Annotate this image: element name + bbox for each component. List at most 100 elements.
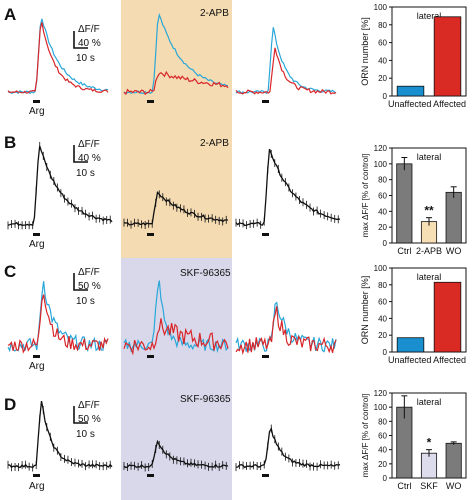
category-label: SKF — [420, 481, 438, 491]
y-tick-label: 80 — [378, 417, 387, 426]
scale-time-c: 10 s — [76, 296, 95, 307]
category-label: Ctrl — [397, 246, 411, 256]
y-tick-label: 100 — [374, 160, 388, 169]
scale-bar-b: ΔF/F 40 % 10 s — [73, 139, 101, 179]
category-label: Affected — [433, 355, 466, 365]
drug-background-d — [121, 373, 232, 500]
drug-label-c: SKF-96365 — [180, 268, 231, 279]
chart-title: lateral — [417, 272, 442, 282]
y-tick-label: 100 — [374, 264, 388, 273]
y-tick-label: 60 — [378, 432, 387, 441]
y-tick-label: 40 — [378, 56, 387, 65]
y-tick-label: 80 — [378, 281, 387, 290]
scale-label-d: ΔF/F — [78, 400, 100, 411]
stimulus-marker-a3 — [262, 100, 269, 103]
scale-time-b: 10 s — [76, 168, 95, 179]
stimulus-marker-c1 — [33, 355, 40, 358]
y-tick-label: 120 — [374, 144, 388, 153]
trace-a3-blue — [235, 27, 337, 95]
scale-bar-a: ΔF/F 40 % 10 s — [73, 24, 101, 64]
y-axis-label: max ΔF/F [% of control] — [361, 394, 370, 478]
y-axis-label: ORN number [%] — [360, 276, 370, 345]
trace-a2-red — [123, 70, 229, 96]
drug-background-a — [121, 0, 232, 118]
panel-letter-d: D — [4, 395, 16, 414]
trace-c1-red — [7, 294, 109, 354]
category-label: WO — [446, 481, 462, 491]
stimulus-marker-d1 — [33, 474, 40, 477]
scale-value-d: 50 % — [78, 414, 101, 425]
y-tick-label: 80 — [378, 21, 387, 30]
y-tick-label: 0 — [383, 474, 388, 483]
y-tick-label: 60 — [378, 298, 387, 307]
drug-label-b: 2-APB — [200, 138, 229, 149]
trace-d1-mean — [7, 400, 113, 469]
bar-chart-d: 0 20 40 60 80 100 120 lateral max ΔF/F [% of con… — [361, 389, 467, 491]
y-tick-label: 0 — [383, 348, 388, 357]
category-label: Ctrl — [397, 481, 411, 491]
stimulus-marker-c2 — [147, 355, 154, 358]
drug-background-b — [121, 118, 232, 258]
y-tick-label: 60 — [378, 192, 387, 201]
drug-label-d: SKF-96365 — [180, 394, 231, 405]
bar — [445, 191, 462, 244]
drug-label-a: 2-APB — [200, 8, 229, 19]
trace-a1-red — [7, 22, 109, 94]
stimulus-label-c: Arg — [29, 361, 45, 372]
y-tick-label: 100 — [374, 403, 388, 412]
significance-marker: ** — [424, 204, 434, 218]
bar — [420, 452, 438, 479]
y-tick-label: 20 — [378, 331, 387, 340]
y-axis-label: max ΔF/F [% of control] — [361, 154, 370, 238]
trace-c2-red — [123, 318, 229, 356]
panel-letter-b: B — [4, 133, 16, 152]
significance-marker: * — [427, 436, 432, 450]
bar — [396, 85, 425, 97]
stimulus-marker-d2 — [147, 474, 154, 477]
category-label: WO — [446, 246, 462, 256]
category-label: Affected — [433, 99, 466, 109]
calcium-traces — [7, 12, 341, 472]
y-tick-label: 0 — [383, 92, 388, 101]
y-tick-label: 100 — [374, 3, 388, 12]
bar — [433, 16, 462, 97]
stimulus-marker-b2 — [147, 233, 154, 236]
y-tick-label: 60 — [378, 39, 387, 48]
panel-letter-a: A — [4, 5, 16, 24]
stimulus-marker-a1 — [33, 100, 40, 103]
trace-a1-blue — [7, 18, 109, 95]
stimulus-marker-b3 — [262, 233, 269, 236]
y-tick-label: 20 — [378, 74, 387, 83]
bar-chart-c: 0 20 40 60 80 100 lateral ORN number [%] Unaffec… — [360, 264, 467, 365]
y-tick-label: 40 — [378, 314, 387, 323]
plot-frame — [391, 6, 467, 97]
trace-c3-red — [235, 306, 337, 356]
category-label: Unaffected — [388, 355, 431, 365]
bar — [445, 442, 462, 479]
bar-charts: 0 20 40 60 80 100 lateral ORN number [%] Unaffec… — [360, 3, 467, 491]
chart-title: lateral — [417, 397, 442, 407]
y-tick-label: 20 — [378, 223, 387, 232]
bar-chart-a: 0 20 40 60 80 100 lateral ORN number [%] Unaffec… — [360, 3, 467, 109]
trace-a2-blue — [123, 12, 229, 95]
plot-frame — [391, 267, 467, 353]
y-axis-label: ORN number [%] — [360, 17, 370, 86]
stimulus-label-b: Arg — [29, 239, 45, 250]
scale-bar-d: ΔF/F 50 % 10 s — [73, 400, 101, 440]
stimulus-markers — [33, 100, 269, 477]
y-tick-label: 40 — [378, 446, 387, 455]
scale-label-b: ΔF/F — [78, 139, 100, 150]
stimulus-label-d: Arg — [29, 481, 45, 492]
scale-time-d: 10 s — [76, 429, 95, 440]
trace-c2-blue — [123, 280, 229, 354]
drug-background-c — [121, 258, 232, 373]
scale-label-c: ΔF/F — [78, 267, 100, 278]
stimulus-marker-a2 — [147, 100, 154, 103]
stimulus-label-a: Arg — [29, 106, 45, 117]
y-tick-label: 40 — [378, 207, 387, 216]
y-tick-label: 20 — [378, 460, 387, 469]
y-tick-label: 0 — [383, 239, 388, 248]
scale-label-a: ΔF/F — [78, 24, 100, 35]
bar — [433, 281, 462, 353]
